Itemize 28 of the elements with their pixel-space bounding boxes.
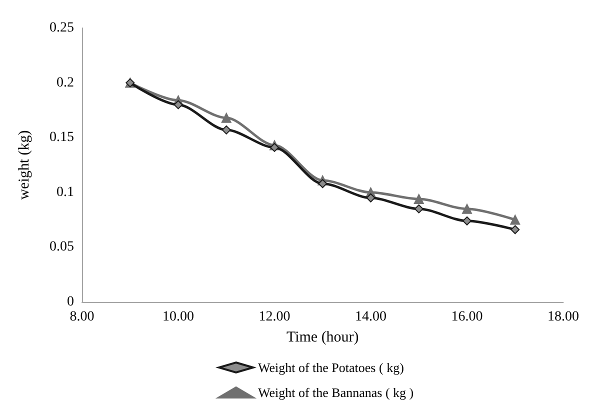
point [510, 225, 520, 234]
y-tick-label: 0.2 [56, 75, 74, 90]
y-tick-label: 0.05 [50, 240, 74, 255]
x-tick-label: 14.00 [355, 310, 386, 324]
point [174, 100, 183, 110]
point [221, 112, 232, 123]
y-tick-label: 0 [67, 294, 74, 310]
x-tick-label: 12.00 [258, 310, 290, 324]
y-tick-label: 0.25 [50, 20, 74, 36]
point [462, 216, 472, 226]
x-axis-title: Time (hour) [286, 330, 359, 346]
x-tick-label: 10.00 [162, 310, 194, 324]
point [462, 204, 472, 214]
y-tick-label: 0.1 [56, 184, 74, 200]
legend-label: Weight of the Bannanas ( kg ) [258, 385, 414, 400]
y-axis-title: weight (kg) [16, 130, 32, 200]
x-tick-label: 18.00 [548, 310, 579, 324]
point [414, 194, 424, 204]
point [222, 125, 231, 134]
x-tick-label: 16.00 [451, 310, 483, 324]
point [366, 193, 376, 202]
point [318, 179, 328, 188]
x-tick-label: 8.00 [70, 310, 94, 324]
y-tick-label: 0.15 [50, 130, 74, 146]
point [510, 214, 520, 225]
point [270, 142, 279, 152]
point [414, 204, 424, 214]
legend-label: Weight of the Potatoes ( kg) [258, 360, 404, 375]
